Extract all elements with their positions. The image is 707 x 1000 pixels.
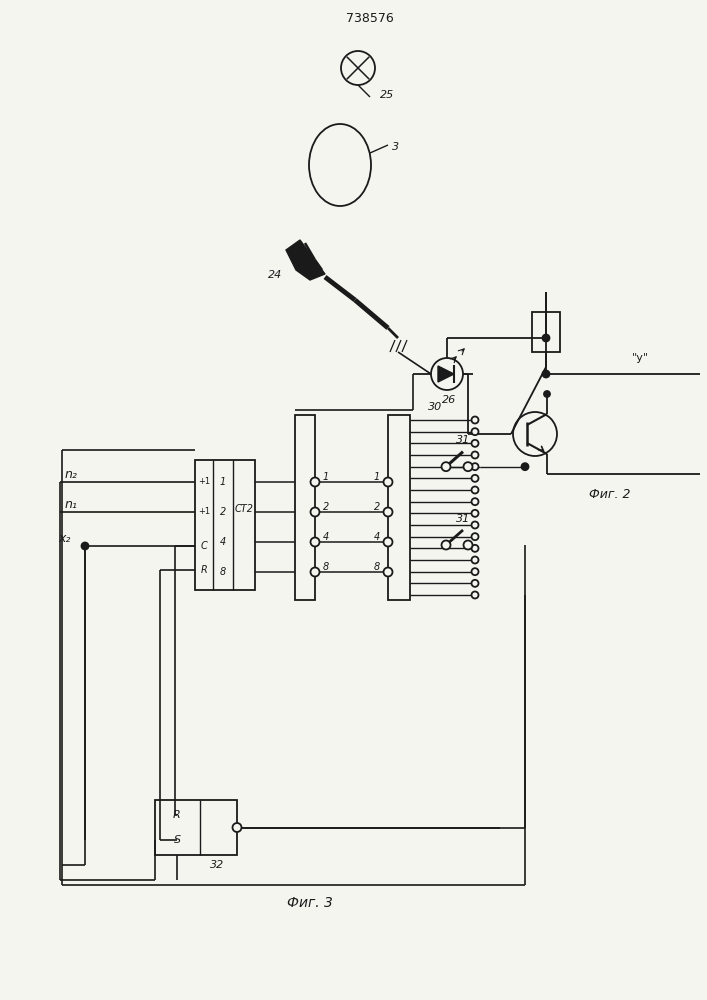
Circle shape <box>464 540 472 550</box>
Circle shape <box>544 391 550 397</box>
Text: 1: 1 <box>220 477 226 487</box>
Polygon shape <box>438 366 454 382</box>
Circle shape <box>472 475 479 482</box>
Text: 2: 2 <box>220 507 226 517</box>
Circle shape <box>81 542 88 550</box>
Text: 24: 24 <box>268 270 282 280</box>
Text: 2: 2 <box>323 502 329 512</box>
Text: n₂: n₂ <box>65 468 78 481</box>
Circle shape <box>542 370 549 377</box>
Text: S: S <box>173 835 180 845</box>
Text: 8: 8 <box>374 562 380 572</box>
Circle shape <box>310 538 320 546</box>
Circle shape <box>472 452 479 458</box>
Circle shape <box>383 538 392 546</box>
Circle shape <box>310 508 320 516</box>
Circle shape <box>472 522 479 528</box>
Bar <box>155 800 237 855</box>
Text: "y": "y" <box>631 353 648 363</box>
Text: 1: 1 <box>374 472 380 482</box>
Text: 25: 25 <box>380 90 395 100</box>
Text: 4: 4 <box>220 537 226 547</box>
Bar <box>388 415 410 600</box>
Circle shape <box>472 533 479 540</box>
Circle shape <box>383 568 392 576</box>
Circle shape <box>441 540 450 550</box>
Text: Фиг. 3: Фиг. 3 <box>287 896 333 910</box>
Text: 3: 3 <box>392 142 399 152</box>
Circle shape <box>472 510 479 517</box>
Circle shape <box>472 416 479 424</box>
Text: 4: 4 <box>323 532 329 542</box>
Circle shape <box>441 462 450 471</box>
Bar <box>295 415 315 600</box>
Text: Фиг. 2: Фиг. 2 <box>589 488 631 502</box>
Circle shape <box>542 334 549 342</box>
Circle shape <box>472 428 479 435</box>
Polygon shape <box>286 240 325 280</box>
Text: 4: 4 <box>374 532 380 542</box>
Bar <box>195 460 255 590</box>
Circle shape <box>472 580 479 587</box>
Circle shape <box>383 478 392 487</box>
Bar <box>532 312 560 352</box>
Circle shape <box>472 463 479 470</box>
Text: 8: 8 <box>323 562 329 572</box>
Circle shape <box>464 462 472 471</box>
Circle shape <box>522 463 529 470</box>
Circle shape <box>472 545 479 552</box>
Text: +1: +1 <box>198 508 210 516</box>
Text: C: C <box>201 541 207 551</box>
Text: R: R <box>201 565 207 575</box>
Text: R: R <box>173 810 181 820</box>
Circle shape <box>310 568 320 576</box>
Text: 26: 26 <box>442 395 456 405</box>
Circle shape <box>310 478 320 487</box>
Circle shape <box>383 508 392 516</box>
Circle shape <box>472 556 479 564</box>
Circle shape <box>472 487 479 493</box>
Circle shape <box>472 440 479 447</box>
Circle shape <box>233 823 242 832</box>
Text: 31: 31 <box>456 514 470 524</box>
Text: 1: 1 <box>323 472 329 482</box>
Text: n₁: n₁ <box>65 497 78 510</box>
Text: +1: +1 <box>198 478 210 487</box>
Text: 32: 32 <box>210 860 224 870</box>
Text: 30: 30 <box>428 402 443 412</box>
Text: 31: 31 <box>456 435 470 445</box>
Text: 8: 8 <box>220 567 226 577</box>
Circle shape <box>472 591 479 598</box>
Circle shape <box>472 568 479 575</box>
Text: 2: 2 <box>374 502 380 512</box>
Circle shape <box>472 498 479 505</box>
Text: 738576: 738576 <box>346 11 394 24</box>
Text: CT2: CT2 <box>235 504 254 514</box>
Text: x₂: x₂ <box>58 532 71 544</box>
